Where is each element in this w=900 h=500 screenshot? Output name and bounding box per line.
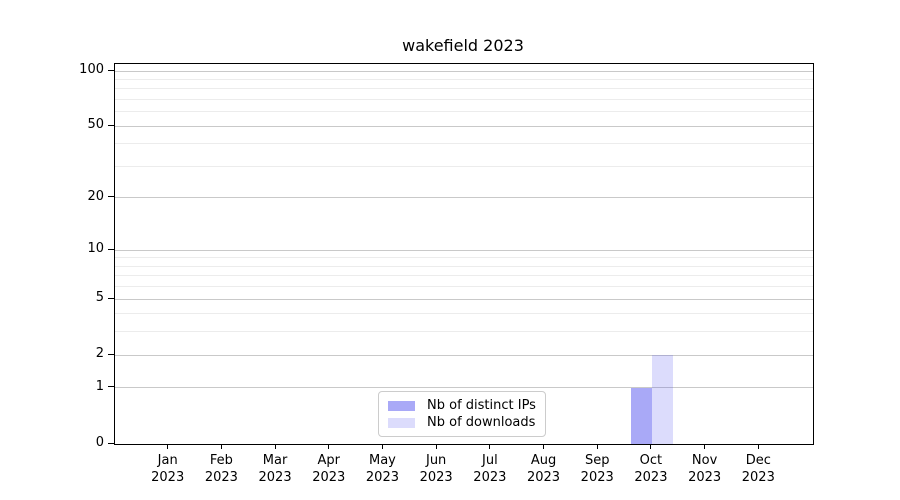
y-tick-mark — [108, 386, 114, 388]
x-tick-mark — [435, 444, 437, 449]
chart-title: wakefield 2023 — [402, 36, 524, 55]
x-tick-mark — [489, 444, 491, 449]
x-tick-mark — [381, 444, 383, 449]
y-gridline-minor — [115, 165, 813, 167]
x-tick-mark — [650, 444, 652, 449]
x-tick-label-jun: Jun 2023 — [404, 452, 468, 486]
y-tick-mark — [108, 353, 114, 355]
month-label: May — [369, 453, 396, 468]
month-label: Oct — [639, 453, 663, 468]
month-label: Jun — [425, 453, 447, 468]
x-tick-label-may: May 2023 — [350, 452, 414, 486]
y-gridline-minor — [115, 88, 813, 90]
x-tick-mark — [704, 444, 706, 449]
year-label: 2023 — [473, 470, 507, 485]
x-tick-label-feb: Feb 2023 — [189, 452, 253, 486]
legend-swatch-distinct-ips — [388, 400, 415, 411]
legend-item: Nb of distinct IPs — [388, 397, 536, 414]
year-label: 2023 — [419, 470, 453, 485]
x-tick-label-apr: Apr 2023 — [297, 452, 361, 486]
month-label: Aug — [530, 453, 557, 468]
y-tick-label: 0 — [95, 435, 104, 450]
y-gridline-major — [115, 125, 813, 127]
year-label: 2023 — [204, 470, 238, 485]
year-label: 2023 — [580, 470, 614, 485]
y-tick-mark — [108, 69, 114, 71]
y-tick-label: 20 — [87, 188, 104, 204]
x-tick-mark — [167, 444, 169, 449]
y-gridline-minor — [115, 143, 813, 145]
y-tick-label: 2 — [95, 346, 104, 362]
x-tick-label-dec: Dec 2023 — [726, 452, 790, 486]
legend: Nb of distinct IPs Nb of downloads — [378, 391, 546, 437]
x-tick-label-sep: Sep 2023 — [565, 452, 629, 486]
year-label: 2023 — [634, 470, 668, 485]
bar-oct-downloads — [651, 355, 673, 444]
bar-oct-distinct-ips — [630, 387, 652, 444]
y-gridline-minor — [115, 275, 813, 277]
x-tick-label-nov: Nov 2023 — [673, 452, 737, 486]
y-gridline-major — [115, 298, 813, 300]
x-tick-mark — [274, 444, 276, 449]
y-tick-label: 100 — [79, 62, 104, 77]
month-label: Apr — [317, 453, 341, 468]
year-label: 2023 — [365, 470, 399, 485]
x-tick-label-aug: Aug 2023 — [512, 452, 576, 486]
y-gridline-major — [115, 387, 813, 389]
y-gridline-major — [115, 70, 813, 72]
x-tick-mark — [757, 444, 759, 449]
y-gridline-minor — [115, 257, 813, 259]
y-gridline-minor — [115, 313, 813, 315]
x-tick-label-jul: Jul 2023 — [458, 452, 522, 486]
month-label: Dec — [745, 453, 771, 468]
plot-area — [114, 63, 814, 445]
y-gridline-minor — [115, 98, 813, 100]
year-label: 2023 — [151, 470, 185, 485]
y-gridline-minor — [115, 78, 813, 80]
y-tick-mark — [108, 442, 114, 444]
year-label: 2023 — [741, 470, 775, 485]
x-tick-mark — [328, 444, 330, 449]
x-tick-label-oct: Oct 2023 — [619, 452, 683, 486]
x-tick-mark — [596, 444, 598, 449]
y-gridline-minor — [115, 331, 813, 333]
x-tick-label-mar: Mar 2023 — [243, 452, 307, 486]
y-tick-mark — [108, 297, 114, 299]
y-gridline-major — [115, 249, 813, 251]
year-label: 2023 — [526, 470, 561, 485]
legend-label: Nb of distinct IPs — [427, 398, 536, 413]
month-label: Jan — [157, 453, 178, 468]
y-tick-label: 1 — [95, 378, 104, 394]
month-label: Nov — [691, 453, 718, 468]
y-tick-label: 5 — [95, 290, 104, 306]
y-tick-mark — [108, 124, 114, 126]
year-label: 2023 — [312, 470, 346, 485]
y-gridline-minor — [115, 111, 813, 113]
x-tick-mark — [543, 444, 545, 449]
y-gridline-major — [115, 354, 813, 356]
y-tick-label: 10 — [87, 241, 104, 257]
y-gridline-major — [115, 197, 813, 199]
month-label: Mar — [262, 453, 288, 468]
year-label: 2023 — [688, 470, 722, 485]
y-tick-mark — [108, 248, 114, 250]
year-label: 2023 — [258, 470, 292, 485]
legend-label: Nb of downloads — [427, 415, 536, 430]
legend-item: Nb of downloads — [388, 414, 536, 431]
y-gridline-minor — [115, 265, 813, 267]
x-tick-mark — [220, 444, 222, 449]
legend-swatch-downloads — [388, 417, 415, 428]
month-label: Sep — [584, 453, 610, 468]
month-label: Jul — [482, 453, 498, 468]
x-tick-label-jan: Jan 2023 — [136, 452, 200, 486]
y-gridline-minor — [115, 286, 813, 288]
y-tick-mark — [108, 196, 114, 198]
month-label: Feb — [209, 453, 233, 468]
y-tick-label: 50 — [87, 117, 104, 133]
